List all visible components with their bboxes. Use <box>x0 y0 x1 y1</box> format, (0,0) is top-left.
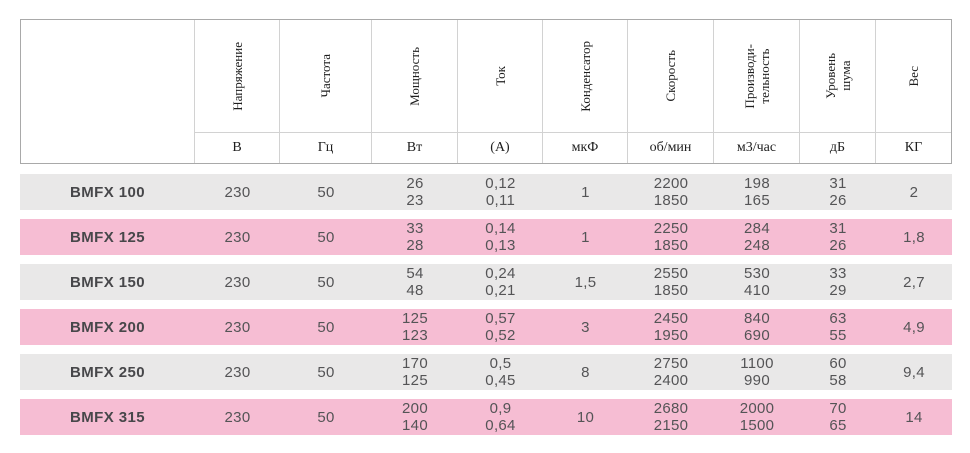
table-body: BMFX 100 230 50 26 23 0,12 0,11 1 2200 1… <box>20 174 952 435</box>
cell-voltage: 230 <box>224 363 251 381</box>
cell-noise-level: 60 58 <box>829 355 847 389</box>
cell-power: 33 28 <box>406 220 424 254</box>
cell-voltage: 230 <box>224 318 251 336</box>
column-label: Вес <box>906 65 921 87</box>
unit-power: Вт <box>371 132 457 163</box>
fan-spec-table: Напряжение Частота Мощность Ток Конденса… <box>20 19 952 444</box>
column-header-capacitor: Конденсатор <box>542 20 627 132</box>
cell-capacitor: 1 <box>581 183 590 201</box>
cell-noise-level: 70 65 <box>829 400 847 434</box>
cell-capacitor: 1,5 <box>574 273 597 291</box>
table-row: BMFX 200 230 50 125 123 0,57 0,52 3 2450… <box>20 309 952 345</box>
cell-frequency: 50 <box>317 408 335 426</box>
column-label: Скорость <box>663 50 678 102</box>
column-label: Напряжение <box>229 41 245 111</box>
table-header: Напряжение Частота Мощность Ток Конденса… <box>20 19 952 164</box>
cell-frequency: 50 <box>317 318 335 336</box>
unit-noise-level: дБ <box>799 132 875 163</box>
cell-capacitor: 8 <box>581 363 590 381</box>
cell-current: 0,12 0,11 <box>485 175 516 209</box>
column-label: Конденсатор <box>577 40 593 112</box>
model-name: BMFX 100 <box>70 183 145 201</box>
unit-weight: КГ <box>875 132 951 163</box>
cell-capacity: 2000 1500 <box>739 400 775 434</box>
model-name: BMFX 200 <box>70 318 145 336</box>
column-header-weight: Вес <box>875 20 951 132</box>
cell-current: 0,57 0,52 <box>485 310 516 344</box>
cell-capacitor: 10 <box>576 408 595 426</box>
model-name: BMFX 150 <box>70 273 145 291</box>
column-header-noise-level: Уровень шума <box>799 20 875 132</box>
cell-power: 170 125 <box>402 355 428 389</box>
cell-noise-level: 31 26 <box>829 175 847 209</box>
cell-weight: 2,7 <box>903 273 925 291</box>
table-row: BMFX 100 230 50 26 23 0,12 0,11 1 2200 1… <box>20 174 952 210</box>
cell-power: 26 23 <box>406 175 424 209</box>
model-name: BMFX 250 <box>70 363 145 381</box>
model-name: BMFX 315 <box>70 408 145 426</box>
cell-weight: 9,4 <box>903 363 925 381</box>
cell-speed: 2550 1850 <box>653 265 689 299</box>
corner-cell <box>21 20 194 163</box>
column-header-voltage: Напряжение <box>194 20 279 132</box>
cell-current: 0,5 0,45 <box>485 355 516 389</box>
model-name: BMFX 125 <box>70 228 145 246</box>
cell-noise-level: 31 26 <box>829 220 847 254</box>
cell-weight: 14 <box>905 408 923 426</box>
cell-voltage: 230 <box>224 273 251 291</box>
cell-capacitor: 1 <box>581 228 590 246</box>
cell-noise-level: 63 55 <box>829 310 847 344</box>
cell-frequency: 50 <box>317 273 335 291</box>
column-label: Мощность <box>407 46 422 106</box>
cell-speed: 2450 1950 <box>653 310 689 344</box>
cell-speed: 2680 2150 <box>653 400 689 434</box>
cell-current: 0,14 0,13 <box>485 220 516 254</box>
column-label: Частота <box>318 54 333 98</box>
column-header-power: Мощность <box>371 20 457 132</box>
cell-power: 54 48 <box>406 265 424 299</box>
cell-weight: 4,9 <box>903 318 925 336</box>
unit-frequency: Гц <box>279 132 371 163</box>
cell-current: 0,24 0,21 <box>485 265 516 299</box>
cell-power: 125 123 <box>402 310 428 344</box>
cell-weight: 2 <box>909 183 919 201</box>
cell-capacity: 198 165 <box>744 175 770 209</box>
cell-voltage: 230 <box>224 408 251 426</box>
column-label: Ток <box>492 66 508 86</box>
cell-capacity: 1100 990 <box>740 355 774 389</box>
cell-capacitor: 3 <box>581 318 590 336</box>
table-row: BMFX 125 230 50 33 28 0,14 0,13 1 2250 1… <box>20 219 952 255</box>
cell-noise-level: 33 29 <box>829 265 847 299</box>
cell-frequency: 50 <box>317 228 335 246</box>
cell-capacity: 284 248 <box>744 220 770 254</box>
column-label: Производи- тельность <box>741 43 772 109</box>
column-header-current: Ток <box>457 20 542 132</box>
unit-current: (А) <box>457 132 542 163</box>
cell-power: 200 140 <box>402 400 428 434</box>
column-header-frequency: Частота <box>279 20 371 132</box>
cell-capacity: 530 410 <box>744 265 770 299</box>
unit-voltage: В <box>194 132 279 163</box>
column-label: Уровень шума <box>822 53 853 99</box>
column-header-speed: Скорость <box>627 20 713 132</box>
cell-speed: 2750 2400 <box>653 355 689 389</box>
column-header-capacity: Производи- тельность <box>713 20 799 132</box>
cell-weight: 1,8 <box>903 228 925 246</box>
unit-capacitor: мкФ <box>542 132 627 163</box>
cell-speed: 2200 1850 <box>653 175 689 209</box>
cell-current: 0,9 0,64 <box>485 400 516 434</box>
cell-voltage: 230 <box>224 183 251 201</box>
cell-frequency: 50 <box>317 183 335 201</box>
table-row: BMFX 150 230 50 54 48 0,24 0,21 1,5 2550… <box>20 264 952 300</box>
cell-frequency: 50 <box>317 363 335 381</box>
cell-speed: 2250 1850 <box>653 220 689 254</box>
unit-capacity: м3/час <box>713 132 799 163</box>
table-row: BMFX 250 230 50 170 125 0,5 0,45 8 2750 … <box>20 354 952 390</box>
table-row: BMFX 315 230 50 200 140 0,9 0,64 10 2680… <box>20 399 952 435</box>
cell-capacity: 840 690 <box>744 310 770 344</box>
unit-speed: об/мин <box>627 132 713 163</box>
cell-voltage: 230 <box>224 228 251 246</box>
